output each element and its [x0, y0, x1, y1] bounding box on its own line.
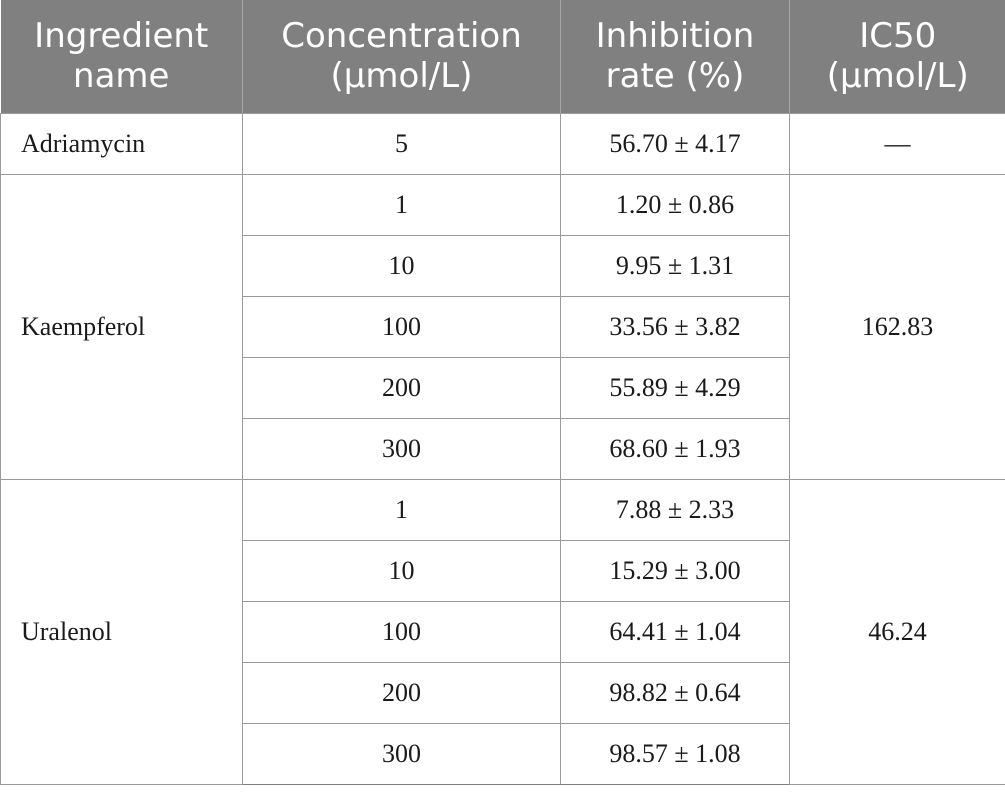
ic50-cell: — [789, 112, 1005, 175]
ingredient-name-cell: Uralenol [0, 478, 243, 785]
inhibition-rate-cell: 68.60 ± 1.93 [560, 417, 790, 480]
concentration-cell: 200 [242, 661, 561, 724]
header-ic50-line-1: IC50 [859, 16, 937, 57]
ic50-cell: 162.83 [789, 173, 1005, 480]
header-ic50-line-2: (μmol/L) [826, 56, 969, 97]
table-header: Ingredient name Concentration (μmol/L) I… [0, 0, 1005, 113]
concentration-cell: 1 [242, 173, 561, 236]
ingredient-name-cell: Adriamycin [0, 112, 243, 175]
table-row: Adriamycin 5 56.70 ± 4.17 — [0, 112, 1005, 175]
data-table: Ingredient name Concentration (μmol/L) I… [0, 0, 1005, 785]
header-concentration: Concentration (μmol/L) [242, 0, 561, 113]
concentration-cell: 1 [242, 478, 561, 541]
concentration-cell: 5 [242, 112, 561, 175]
concentration-cell: 100 [242, 600, 561, 663]
header-ingredient-line-2: name [73, 56, 170, 97]
inhibition-rate-cell: 9.95 ± 1.31 [560, 234, 790, 297]
header-row: Ingredient name Concentration (μmol/L) I… [0, 0, 1005, 113]
table-row: 300 98.57 ± 1.08 [1, 722, 1005, 785]
inhibition-rate-cell: 56.70 ± 4.17 [560, 112, 790, 175]
inhibition-rate-cell: 98.57 ± 1.08 [560, 722, 790, 785]
inhibition-rate-cell: 1.20 ± 0.86 [560, 173, 790, 236]
header-ic50: IC50 (μmol/L) [789, 0, 1005, 113]
header-ingredient-line-1: Ingredient [34, 16, 209, 57]
concentration-cell: 300 [242, 417, 561, 480]
concentration-cell: 100 [242, 295, 561, 358]
inhibition-rate-cell: 98.82 ± 0.64 [560, 661, 790, 724]
header-inhibition-line-1: Inhibition [595, 16, 755, 57]
header-ingredient-name: Ingredient name [0, 0, 243, 113]
inhibition-rate-cell: 7.88 ± 2.33 [560, 478, 790, 541]
header-inhibition-line-2: rate (%) [605, 56, 745, 97]
table-body: Adriamycin 5 56.70 ± 4.17 — Kaempferol 1… [0, 112, 1005, 785]
inhibition-rate-cell: 33.56 ± 3.82 [560, 295, 790, 358]
concentration-cell: 300 [242, 722, 561, 785]
inhibition-rate-cell: 15.29 ± 3.00 [560, 539, 790, 602]
header-concentration-line-2: (μmol/L) [330, 56, 473, 97]
inhibition-rate-cell: 64.41 ± 1.04 [560, 600, 790, 663]
table-row: 10 15.29 ± 3.00 [1, 539, 1005, 602]
header-concentration-line-1: Concentration [281, 16, 522, 57]
inhibition-rate-cell: 55.89 ± 4.29 [560, 356, 790, 419]
table-row: Kaempferol 1 1.20 ± 0.86 162.83 [0, 173, 1005, 480]
ic50-cell: 46.24 [789, 478, 1005, 785]
ingredient-name-cell: Kaempferol [0, 173, 243, 480]
table-row: 100 64.41 ± 1.04 [1, 600, 1005, 663]
concentration-cell: 10 [242, 539, 561, 602]
table-row: 10 9.95 ± 1.31 [1, 234, 1005, 297]
table-row: 200 98.82 ± 0.64 [1, 661, 1005, 724]
header-inhibition-rate: Inhibition rate (%) [560, 0, 790, 113]
concentration-cell: 10 [242, 234, 561, 297]
table-row: Uralenol 1 7.88 ± 2.33 46.24 [0, 478, 1005, 785]
concentration-cell: 200 [242, 356, 561, 419]
